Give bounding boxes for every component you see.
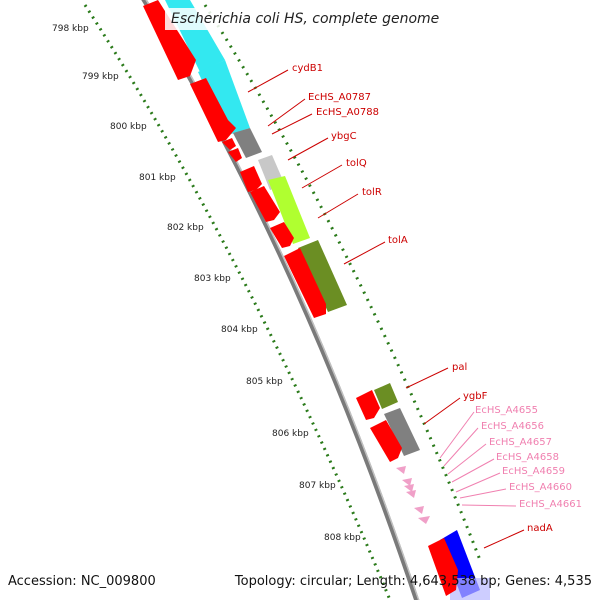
kbp-label-802: 802 kbp — [167, 223, 204, 233]
kbp-label-804: 804 kbp — [221, 325, 258, 335]
gene-labels: cydB1 EcHS_A0787 EcHS_A0788 ybgC tolQ to… — [292, 63, 582, 534]
gene-label-EcHS_A0788: EcHS_A0788 — [316, 107, 379, 118]
gene-label-ybgC: ybgC — [331, 131, 357, 142]
accession-text: Accession: NC_009800 — [8, 574, 156, 589]
gene-label-ygbF: ygbF — [463, 391, 488, 402]
gene-label-EcHS_A4661: EcHS_A4661 — [519, 499, 582, 510]
gene-label-tolR: tolR — [362, 187, 382, 198]
gene-label-tolA: tolA — [388, 235, 408, 246]
genome-summary-text: Topology: circular; Length: 4,643,538 bp… — [234, 574, 592, 589]
kbp-label-800: 800 kbp — [110, 122, 147, 132]
gene-label-EcHS_A4660: EcHS_A4660 — [509, 482, 572, 493]
gene-label-EcHS_A0787: EcHS_A0787 — [308, 92, 371, 103]
kbp-label-798: 798 kbp — [52, 24, 89, 34]
gene-label-pal: pal — [452, 362, 467, 373]
gene-label-EcHS_A4657: EcHS_A4657 — [489, 437, 552, 448]
backbone-line — [141, 0, 420, 600]
kbp-labels: 798 kbp 799 kbp 800 kbp 801 kbp 802 kbp … — [52, 24, 361, 543]
backbone-highlight — [145, 0, 420, 600]
kbp-label-806: 806 kbp — [272, 429, 309, 439]
feature-blocks — [165, 0, 490, 600]
map-title: Escherichia coli HS, complete genome — [165, 8, 446, 30]
label-leader-lines — [247, 69, 525, 549]
small-gene-arrows — [396, 466, 430, 524]
kbp-label-807: 807 kbp — [299, 481, 336, 491]
gene-label-nadA: nadA — [527, 523, 553, 534]
gene-label-EcHS_A4656: EcHS_A4656 — [481, 421, 544, 432]
tick-dots-right — [203, 4, 482, 561]
gene-label-EcHS_A4659: EcHS_A4659 — [502, 466, 565, 477]
kbp-label-801: 801 kbp — [139, 173, 176, 183]
gene-label-cydB1: cydB1 — [292, 63, 323, 74]
kbp-label-799: 799 kbp — [82, 72, 119, 82]
kbp-label-803: 803 kbp — [194, 274, 231, 284]
gene-arrows — [143, 0, 458, 596]
tick-dots-left — [83, 4, 392, 600]
gene-label-EcHS_A4655: EcHS_A4655 — [475, 405, 538, 416]
gene-label-tolQ: tolQ — [346, 158, 367, 169]
gene-label-EcHS_A4658: EcHS_A4658 — [496, 452, 559, 463]
kbp-label-805: 805 kbp — [246, 377, 283, 387]
kbp-label-808: 808 kbp — [324, 533, 361, 543]
